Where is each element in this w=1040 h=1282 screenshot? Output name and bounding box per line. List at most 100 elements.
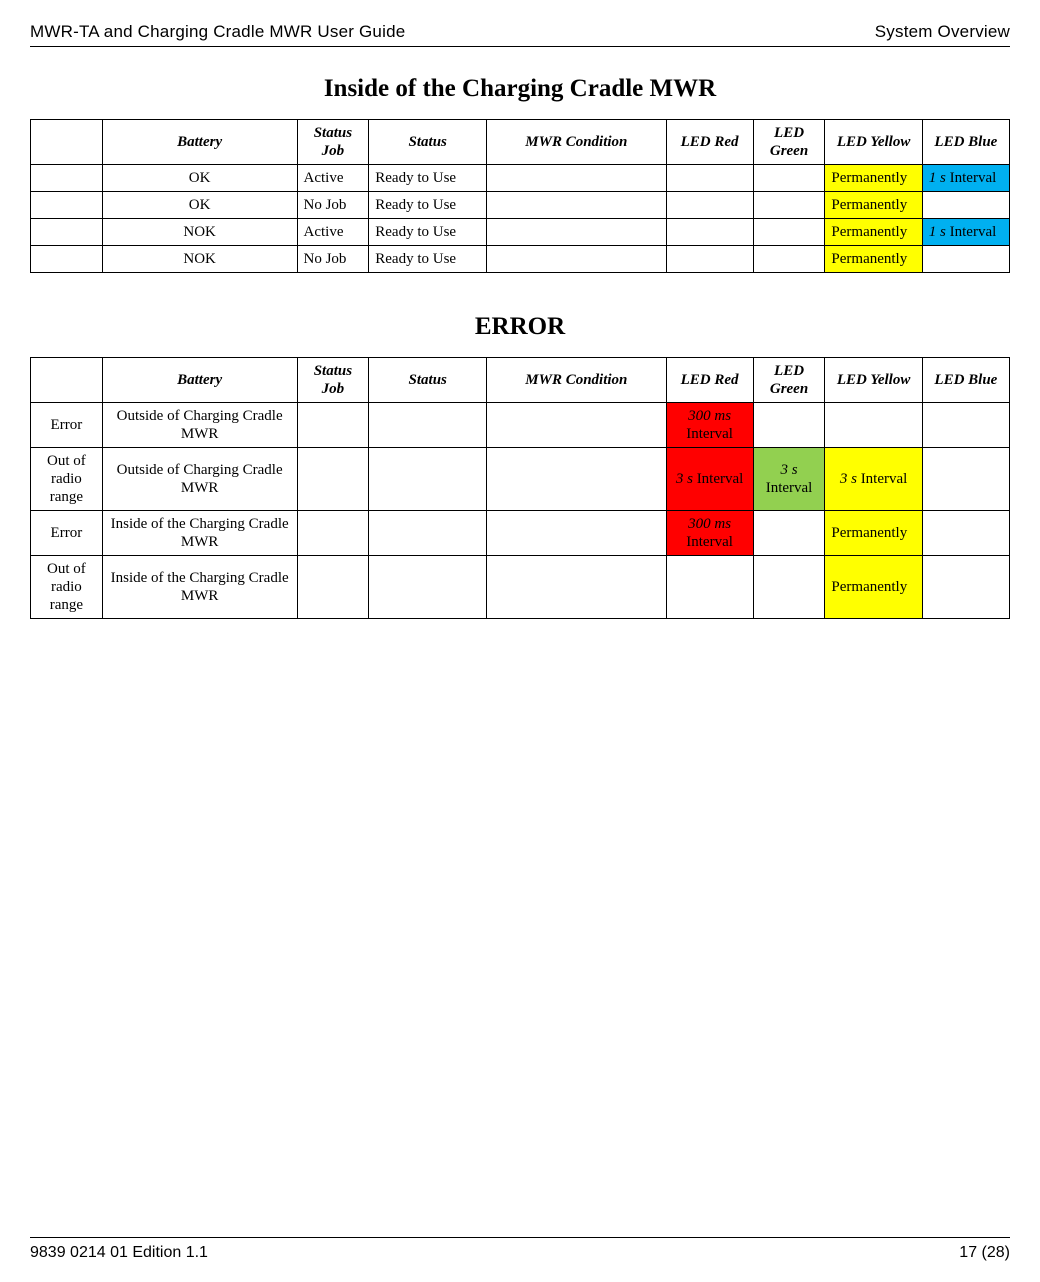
table-cell xyxy=(297,511,369,556)
table-cell: Inside of the Charging Cradle MWR xyxy=(102,556,297,619)
table-cell xyxy=(31,219,103,246)
table-cell: Inside of the Charging Cradle MWR xyxy=(102,511,297,556)
table-cell xyxy=(487,246,666,273)
column-header: Status xyxy=(369,120,487,165)
column-header: LED Yellow xyxy=(825,358,922,403)
table-cell xyxy=(487,403,666,448)
table-cell: Permanently xyxy=(825,511,922,556)
column-header: Battery xyxy=(102,358,297,403)
table-cell xyxy=(297,556,369,619)
table-row: NOKNo JobReady to Use Permanently xyxy=(31,246,1010,273)
table-cell: Ready to Use xyxy=(369,246,487,273)
table-cell: 300 ms Interval xyxy=(666,403,753,448)
table-cell xyxy=(31,165,103,192)
table-cell: 3 s Interval xyxy=(753,448,825,511)
column-header: LED Red xyxy=(666,120,753,165)
table-cell xyxy=(487,165,666,192)
table-cell xyxy=(31,246,103,273)
table-cell: Ready to Use xyxy=(369,192,487,219)
table-cell xyxy=(825,403,922,448)
table-cell xyxy=(487,219,666,246)
column-header: LED Yellow xyxy=(825,120,922,165)
table-cell: Out of radio range xyxy=(31,448,103,511)
table-cell xyxy=(666,556,753,619)
table-cell xyxy=(369,556,487,619)
table-cell xyxy=(922,246,1009,273)
page-footer: 9839 0214 01 Edition 1.1 17 (28) xyxy=(30,1237,1010,1262)
footer-right: 17 (28) xyxy=(959,1244,1010,1262)
table-cell xyxy=(922,192,1009,219)
table-cell: Permanently xyxy=(825,165,922,192)
table-cell: Permanently xyxy=(825,192,922,219)
table-cell: 3 s Interval xyxy=(825,448,922,511)
table-cell xyxy=(922,403,1009,448)
table-cell: Ready to Use xyxy=(369,165,487,192)
table-cell xyxy=(487,511,666,556)
header-left: MWR-TA and Charging Cradle MWR User Guid… xyxy=(30,22,405,42)
column-header: LED Green xyxy=(753,120,825,165)
table-cell xyxy=(753,219,825,246)
table-cell: OK xyxy=(102,165,297,192)
column-header: Status xyxy=(369,358,487,403)
table-cell xyxy=(487,192,666,219)
table-cell: Permanently xyxy=(825,246,922,273)
table-cell: Active xyxy=(297,165,369,192)
table-cell: 300 ms Interval xyxy=(666,511,753,556)
column-header: Battery xyxy=(102,120,297,165)
table-row: Out of radio rangeOutside of Charging Cr… xyxy=(31,448,1010,511)
table-cell xyxy=(487,556,666,619)
table-cell: Active xyxy=(297,219,369,246)
column-header: LED Red xyxy=(666,358,753,403)
table-cell: Permanently xyxy=(825,219,922,246)
table-row: OKNo JobReady to Use Permanently xyxy=(31,192,1010,219)
table-cell: Ready to Use xyxy=(369,219,487,246)
header-rule xyxy=(30,46,1010,47)
table-row: ErrorInside of the Charging Cradle MWR 30… xyxy=(31,511,1010,556)
column-header: MWR Condition xyxy=(487,358,666,403)
table-cell: OK xyxy=(102,192,297,219)
column-header: LED Blue xyxy=(922,358,1009,403)
table-cell: No Job xyxy=(297,246,369,273)
table-cell xyxy=(297,448,369,511)
table-cell xyxy=(922,448,1009,511)
table-cell: NOK xyxy=(102,219,297,246)
table-cell xyxy=(31,192,103,219)
column-header: Status Job xyxy=(297,358,369,403)
page-header: MWR-TA and Charging Cradle MWR User Guid… xyxy=(30,22,1010,46)
column-header: MWR Condition xyxy=(487,120,666,165)
table-cell xyxy=(666,192,753,219)
table-cell xyxy=(666,246,753,273)
table-cell: No Job xyxy=(297,192,369,219)
table-cell xyxy=(487,448,666,511)
table-cell xyxy=(297,403,369,448)
section2-title: ERROR xyxy=(30,313,1010,341)
header-right: System Overview xyxy=(875,22,1010,42)
table-cell xyxy=(753,246,825,273)
column-header xyxy=(31,120,103,165)
table-cell: 1 s Interval xyxy=(922,219,1009,246)
table-cell: NOK xyxy=(102,246,297,273)
table-cell xyxy=(753,511,825,556)
column-header: LED Blue xyxy=(922,120,1009,165)
table-cell: Permanently xyxy=(825,556,922,619)
table-row: Out of radio rangeInside of the Charging… xyxy=(31,556,1010,619)
table-cell xyxy=(666,165,753,192)
table-cell: Out of radio range xyxy=(31,556,103,619)
table-error: BatteryStatus JobStatusMWR ConditionLED … xyxy=(30,357,1010,619)
table-inside-cradle: BatteryStatus JobStatusMWR ConditionLED … xyxy=(30,119,1010,273)
table-cell: Error xyxy=(31,511,103,556)
footer-left: 9839 0214 01 Edition 1.1 xyxy=(30,1244,208,1262)
table-cell xyxy=(753,165,825,192)
table-cell: Error xyxy=(31,403,103,448)
table-cell: 1 s Interval xyxy=(922,165,1009,192)
table-cell xyxy=(753,556,825,619)
table-cell: Outside of Charging Cradle MWR xyxy=(102,448,297,511)
table-cell xyxy=(922,511,1009,556)
column-header: Status Job xyxy=(297,120,369,165)
table-row: NOKActiveReady to Use Permanently1 s Inte… xyxy=(31,219,1010,246)
table-row: OKActiveReady to Use Permanently1 s Inter… xyxy=(31,165,1010,192)
column-header xyxy=(31,358,103,403)
table-cell xyxy=(753,192,825,219)
table-cell xyxy=(369,403,487,448)
table-row: ErrorOutside of Charging Cradle MWR300 m… xyxy=(31,403,1010,448)
